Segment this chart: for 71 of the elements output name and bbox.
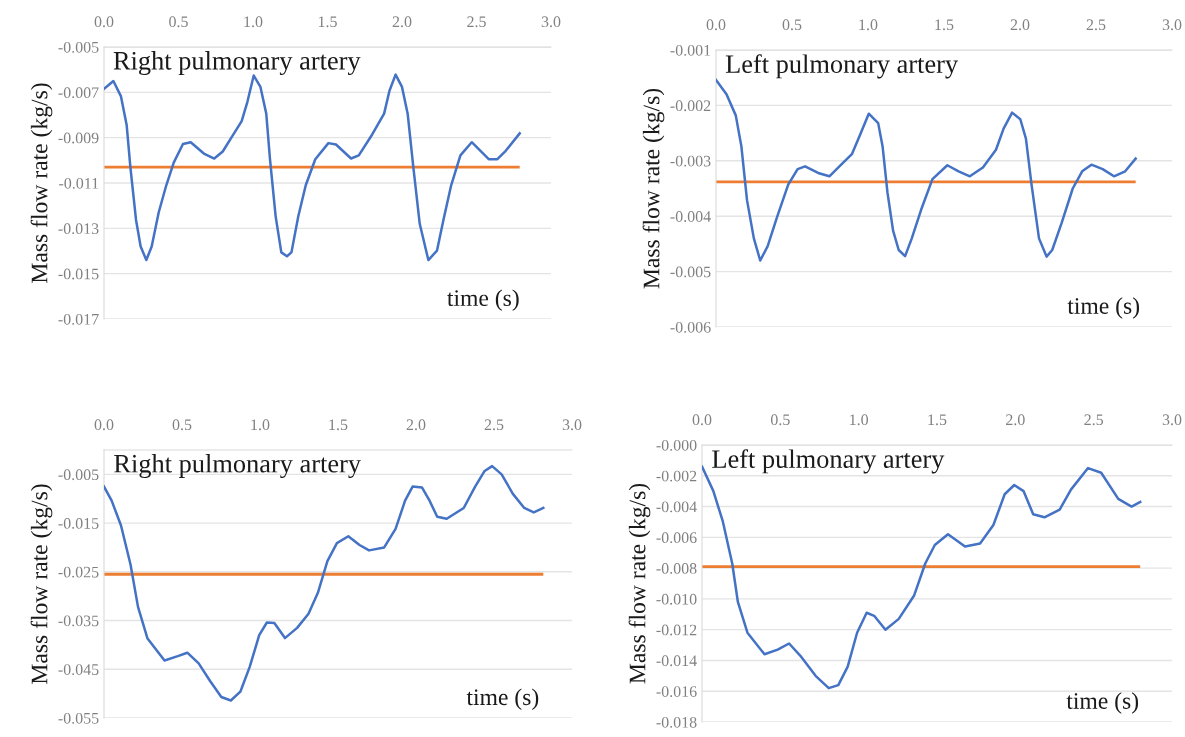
- x-tick-label: 2.0: [392, 16, 412, 28]
- y-tick-label: -0.010: [656, 593, 697, 605]
- y-tick-label: -0.002: [656, 470, 697, 482]
- y-tick-label: -0.007: [58, 87, 99, 99]
- y-tick-label: -0.035: [58, 615, 99, 627]
- x-tick-label: 1.5: [935, 19, 954, 31]
- y-tick-label: -0.013: [58, 223, 99, 235]
- x-tick-label: 0.0: [692, 414, 712, 426]
- x-axis-title: time (s): [466, 688, 539, 710]
- y-tick-label: -0.011: [59, 177, 99, 189]
- line-series: [716, 78, 1137, 262]
- x-tick-label: 1.5: [928, 414, 947, 426]
- y-axis-title: Mass flow rate (kg/s): [628, 483, 651, 684]
- y-tick-label: -0.015: [58, 518, 99, 529]
- y-tick-label: -0.004: [670, 211, 711, 222]
- chart-title: Right pulmonary artery: [114, 454, 361, 479]
- y-tick-label: -0.005: [670, 266, 711, 278]
- x-tick-label: 3.0: [562, 419, 582, 431]
- y-tick-label: -0.055: [58, 712, 99, 724]
- x-tick-label: 2.5: [467, 16, 486, 28]
- x-tick-label: 0.5: [169, 16, 188, 28]
- x-tick-label: 0.5: [782, 19, 802, 31]
- y-tick-label: -0.005: [58, 469, 99, 481]
- y-tick-label: -0.014: [656, 655, 697, 667]
- x-tick-label: 1.0: [251, 419, 270, 431]
- x-axis-title: time (s): [1067, 297, 1140, 319]
- x-tick-label: 2.5: [1084, 414, 1104, 426]
- x-tick-label: 2.5: [1086, 19, 1106, 31]
- x-tick-label: 2.0: [1006, 414, 1025, 426]
- x-tick-label: 0.5: [770, 414, 790, 426]
- chart-title: Left pulmonary artery: [725, 54, 959, 79]
- y-tick-label: -0.003: [670, 155, 711, 167]
- x-tick-label: 0.0: [94, 419, 114, 431]
- line-series: [104, 73, 521, 262]
- y-tick-label: -0.018: [656, 716, 697, 728]
- x-tick-label: 1.0: [244, 16, 263, 28]
- y-tick-label: -0.001: [670, 44, 711, 56]
- y-tick-label: -0.017: [58, 313, 99, 325]
- y-axis-title: Mass flow rate (kg/s): [30, 484, 53, 684]
- y-tick-label: -0.012: [656, 624, 697, 636]
- y-axis-title: Mass flow rate (kg/s): [30, 83, 53, 283]
- x-axis-title: time (s): [1066, 692, 1139, 714]
- y-tick-label: -0.000: [656, 439, 697, 451]
- y-tick-label: -0.004: [656, 501, 697, 513]
- x-tick-label: 3.0: [1162, 414, 1182, 426]
- y-tick-label: -0.015: [58, 268, 99, 280]
- x-tick-label: 2.5: [484, 419, 504, 431]
- x-tick-label: 1.0: [859, 19, 878, 31]
- chart-title: Left pulmonary artery: [712, 449, 945, 474]
- x-tick-label: 2.0: [1010, 19, 1030, 31]
- x-tick-label: 0.0: [94, 16, 114, 28]
- chart-title: Right pulmonary artery: [113, 51, 361, 76]
- x-tick-label: 3.0: [541, 16, 561, 28]
- x-tick-label: 0.5: [172, 419, 192, 431]
- y-tick-label: -0.016: [656, 686, 697, 697]
- x-tick-label: 1.0: [850, 414, 869, 426]
- y-axis-title: Mass flow rate (kg/s): [642, 88, 665, 289]
- x-tick-label: 1.5: [318, 16, 337, 28]
- y-tick-label: -0.025: [58, 566, 99, 578]
- x-tick-label: 1.5: [329, 419, 348, 431]
- x-axis-title: time (s): [447, 289, 519, 311]
- y-tick-label: -0.045: [58, 664, 99, 676]
- y-tick-label: -0.009: [58, 132, 99, 144]
- y-tick-label: -0.005: [58, 41, 99, 53]
- x-tick-label: 0.0: [706, 19, 726, 31]
- y-tick-label: -0.006: [656, 532, 697, 544]
- y-tick-label: -0.002: [670, 100, 711, 112]
- y-tick-label: -0.008: [656, 563, 697, 574]
- y-tick-label: -0.006: [670, 321, 711, 333]
- x-tick-label: 2.0: [406, 419, 426, 431]
- x-tick-label: 3.0: [1162, 19, 1182, 31]
